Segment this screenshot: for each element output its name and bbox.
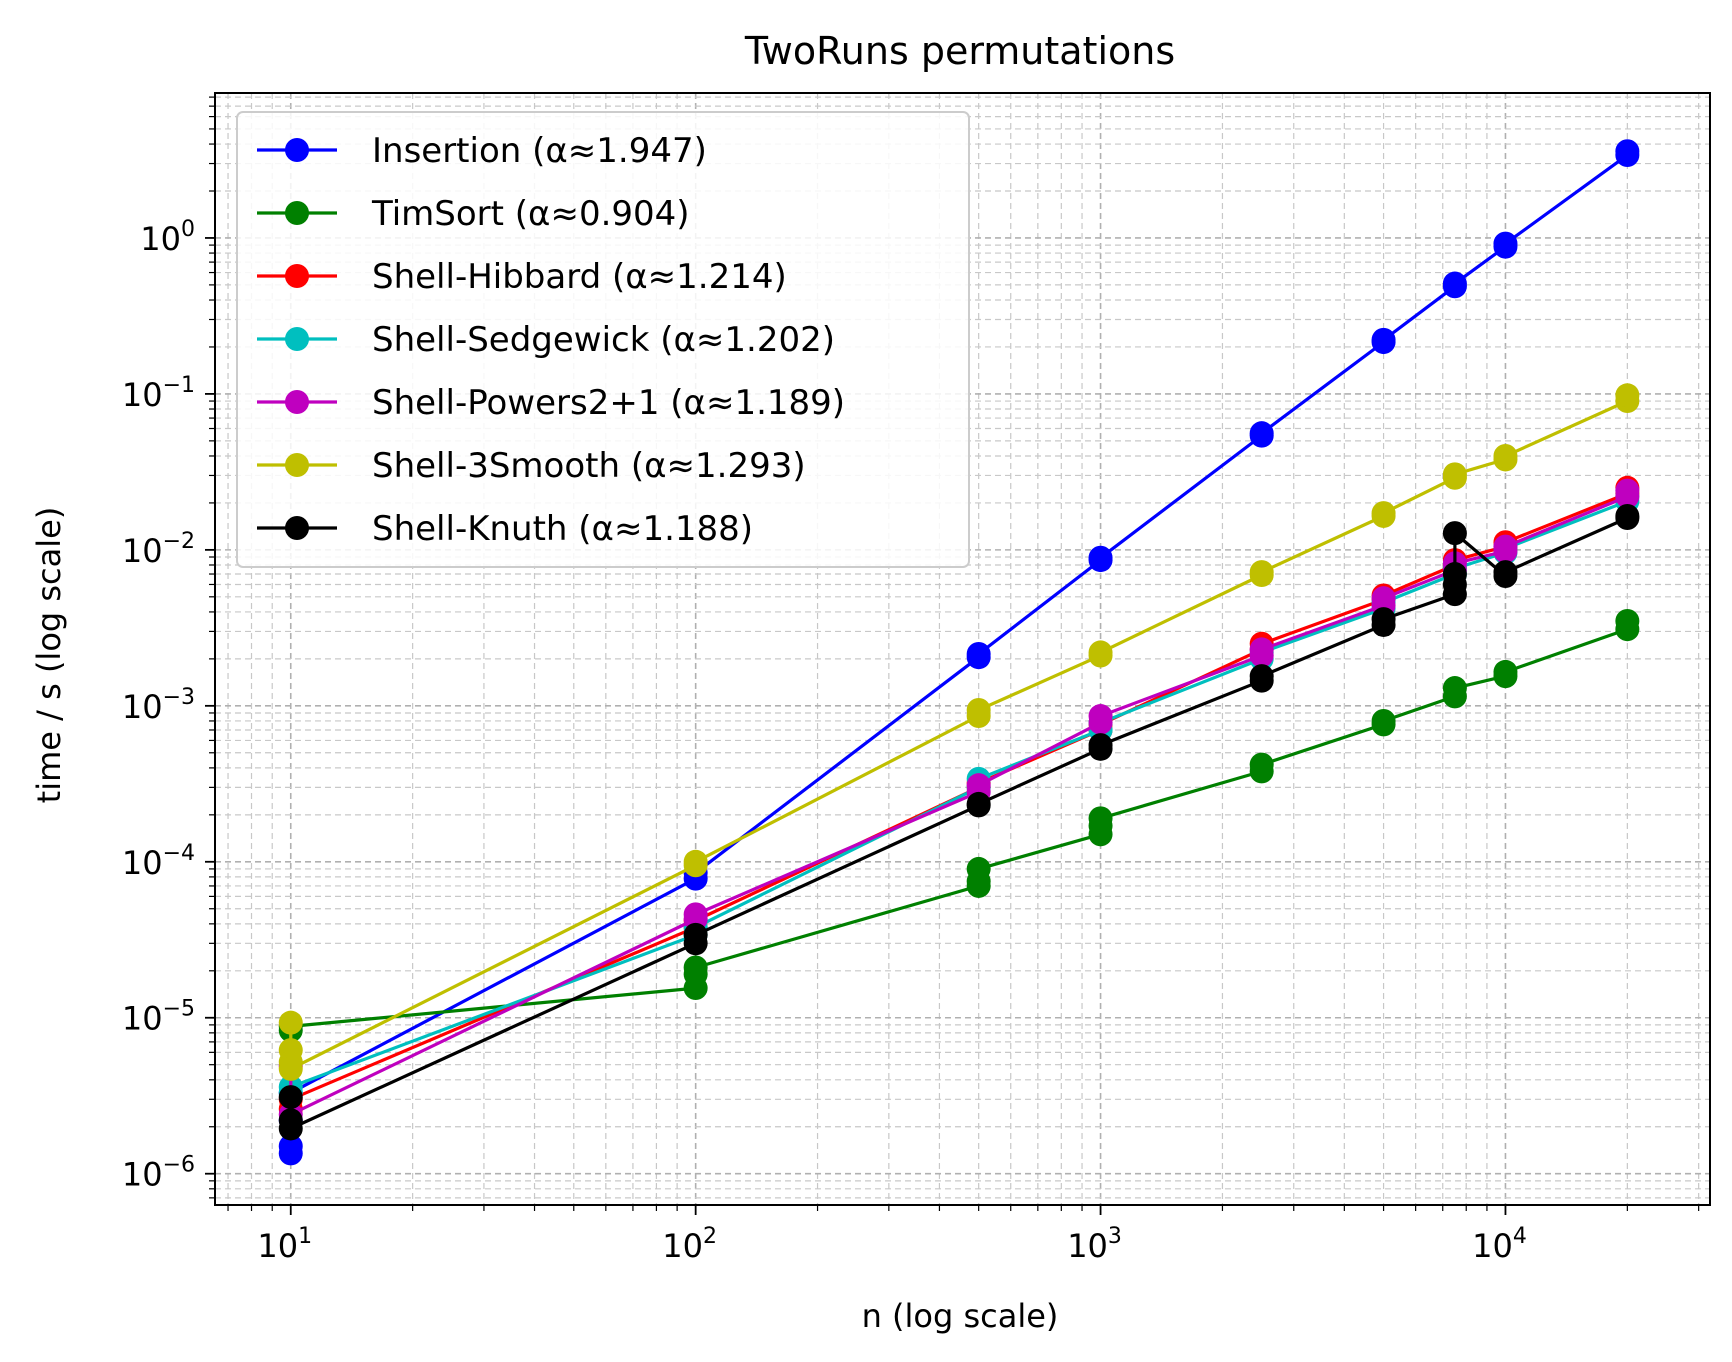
legend-label: Shell-Sedgewick (α≈1.202)	[372, 320, 835, 360]
data-point	[966, 698, 991, 723]
y-tick-label: 10−4	[122, 841, 195, 882]
data-point	[1088, 704, 1113, 729]
plot-frame	[214, 92, 1711, 1206]
y-tick-label: 10−2	[122, 529, 195, 570]
y-tick-label: 10−6	[122, 1153, 195, 1194]
data-point	[1615, 383, 1640, 408]
legend-box	[236, 111, 970, 568]
data-point	[966, 791, 991, 816]
series-group	[278, 383, 1640, 1081]
data-point	[278, 1116, 303, 1141]
data-point	[683, 922, 708, 947]
data-point	[1615, 478, 1640, 503]
data-point	[1371, 327, 1396, 352]
data-point	[1088, 640, 1113, 665]
data-point	[1615, 503, 1640, 528]
data-point	[683, 902, 708, 927]
x-axis-title: n (log scale)	[862, 1297, 1059, 1335]
chart-title: TwoRuns permutations	[744, 29, 1175, 73]
data-point	[278, 1134, 303, 1159]
data-point	[1442, 521, 1467, 546]
data-point	[1442, 676, 1467, 701]
y-axis-title: time / s (log scale)	[30, 507, 68, 804]
legend-label: Insertion (α≈1.947)	[372, 131, 707, 171]
legend-label: Shell-Powers2+1 (α≈1.189)	[372, 383, 845, 423]
legend-marker	[285, 264, 309, 288]
data-point	[1249, 752, 1274, 777]
x-tick-label: 101	[257, 1224, 312, 1265]
data-point	[1249, 664, 1274, 689]
legend: Insertion (α≈1.947) TimSort (α≈0.904) Shel…	[236, 111, 970, 568]
data-point	[1442, 462, 1467, 487]
data-point	[278, 1085, 303, 1110]
data-point	[966, 856, 991, 881]
data-point	[1371, 586, 1396, 611]
data-point	[1249, 637, 1274, 662]
data-point	[1088, 806, 1113, 831]
legend-label: Shell-Hibbard (α≈1.214)	[372, 257, 787, 297]
x-tick-label: 102	[662, 1224, 717, 1265]
data-point	[966, 773, 991, 798]
y-tick-label: 100	[140, 217, 195, 258]
legend-label: Shell-3Smooth (α≈1.293)	[372, 446, 806, 486]
data-point	[1371, 501, 1396, 526]
data-point	[683, 955, 708, 980]
series-group	[278, 139, 1640, 1166]
data-point	[278, 1056, 303, 1081]
data-point	[1249, 560, 1274, 585]
legend-marker	[285, 453, 309, 477]
data-point	[1088, 733, 1113, 758]
data-point	[1442, 271, 1467, 296]
y-tick-label: 10−5	[122, 997, 195, 1038]
data-point	[1493, 560, 1518, 585]
data-point	[1442, 562, 1467, 587]
legend-marker	[285, 201, 309, 225]
legend-marker	[285, 516, 309, 540]
data-point	[1249, 421, 1274, 446]
legend-marker	[285, 390, 309, 414]
data-point	[1493, 231, 1518, 256]
data-point	[1615, 608, 1640, 633]
data-point	[1493, 534, 1518, 559]
x-tick-label: 103	[1067, 1224, 1122, 1265]
legend-marker	[285, 327, 309, 351]
y-tick-label: 10−3	[122, 685, 195, 726]
data-point	[1371, 708, 1396, 733]
legend-marker	[285, 138, 309, 162]
data-point	[1493, 443, 1518, 468]
data-point	[1088, 545, 1113, 570]
series-layer	[278, 139, 1640, 1166]
tick-layer: 101 102 103 104 10−6 10−5 10−4 10−3 10−2 10−1 100	[122, 96, 1700, 1265]
legend-label: Shell-Knuth (α≈1.188)	[372, 509, 753, 549]
y-tick-label: 10−1	[122, 373, 195, 414]
data-point	[1493, 659, 1518, 684]
series-group	[278, 503, 1640, 1141]
data-point	[966, 641, 991, 666]
data-point	[1371, 607, 1396, 632]
series-group	[278, 478, 1640, 1127]
data-point	[278, 1010, 303, 1035]
data-point	[1615, 139, 1640, 164]
x-tick-label: 104	[1472, 1224, 1527, 1265]
legend-label: TimSort (α≈0.904)	[371, 194, 690, 234]
data-point	[683, 849, 708, 874]
